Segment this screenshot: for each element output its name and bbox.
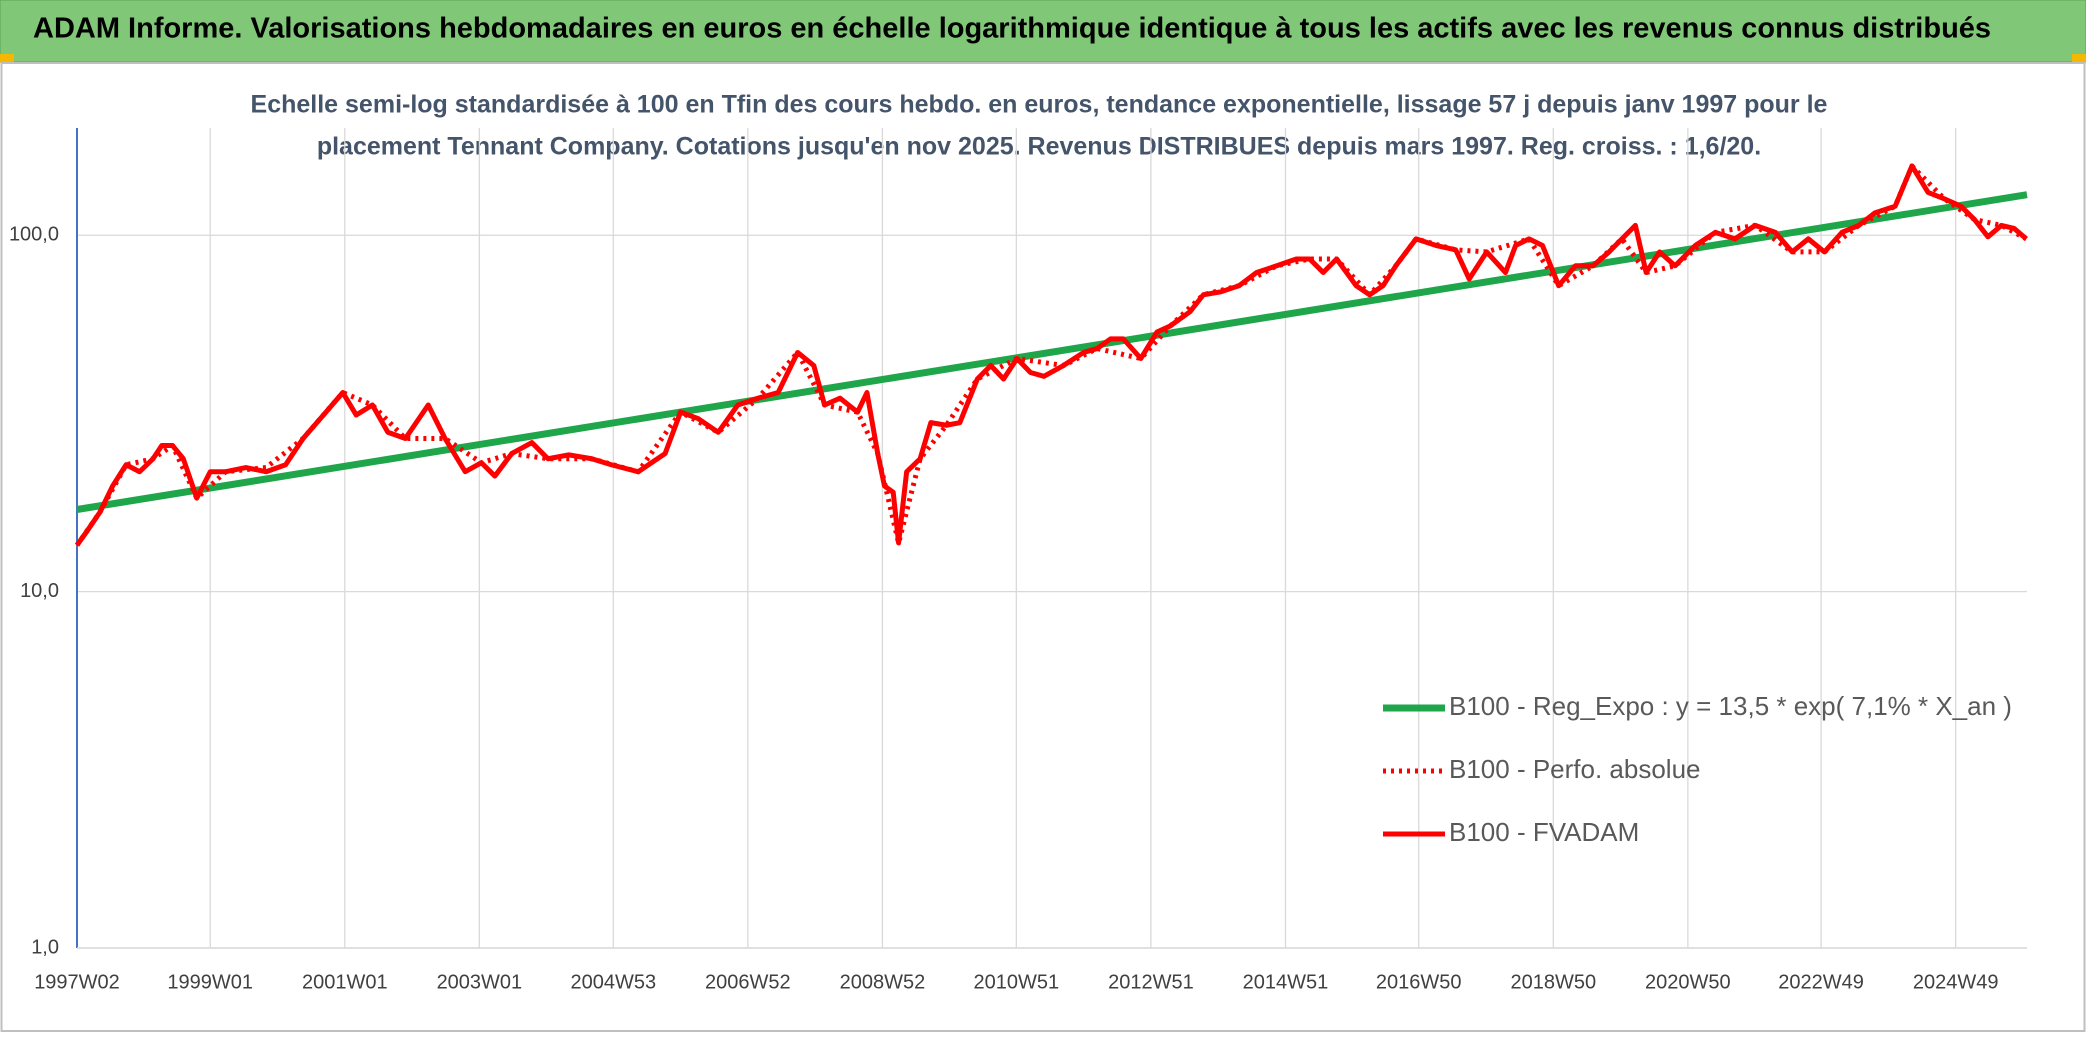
y-tick-label: 10,0 bbox=[20, 580, 59, 602]
legend-label: B100 - FVADAM bbox=[1449, 817, 1639, 847]
x-tick-label: 2003W01 bbox=[437, 971, 523, 993]
corner-mark bbox=[0, 54, 14, 63]
x-tick-label: 2014W51 bbox=[1243, 971, 1329, 993]
x-tick-label: 2006W52 bbox=[705, 971, 791, 993]
x-tick-label: 2022W49 bbox=[1778, 971, 1864, 993]
x-tick-label: 2004W53 bbox=[570, 971, 656, 993]
y-tick-label: 1,0 bbox=[31, 936, 59, 958]
x-tick-label: 2001W01 bbox=[302, 971, 388, 993]
x-tick-label: 2016W50 bbox=[1376, 971, 1462, 993]
x-tick-label: 2018W50 bbox=[1510, 971, 1596, 993]
series-line bbox=[74, 163, 2028, 547]
x-tick-label: 2020W50 bbox=[1645, 971, 1731, 993]
legend-label: B100 - Reg_Expo : y = 13,5 * exp( 7,1% *… bbox=[1449, 691, 2012, 721]
x-tick-label: 1999W01 bbox=[167, 971, 253, 993]
x-tick-label: 2010W51 bbox=[974, 971, 1060, 993]
header-bar bbox=[0, 0, 2086, 63]
frame bbox=[0, 62, 2086, 1032]
x-tick-label: 1997W02 bbox=[34, 971, 120, 993]
series-line bbox=[76, 191, 2028, 513]
legend-label: B100 - Perfo. absolue bbox=[1449, 754, 1701, 784]
corner-mark bbox=[2072, 54, 2086, 63]
chart-title: ADAM Informe. Valorisations hebdomadaire… bbox=[33, 13, 1991, 45]
x-tick-label: 2024W49 bbox=[1913, 971, 1999, 993]
chart-subtitle: placement Tennant Company. Cotations jus… bbox=[317, 133, 1761, 161]
x-tick-label: 2008W52 bbox=[840, 971, 926, 993]
chart-subtitle: Echelle semi-log standardisée à 100 en T… bbox=[251, 91, 1828, 119]
x-tick-label: 2012W51 bbox=[1108, 971, 1194, 993]
y-tick-label: 100,0 bbox=[9, 224, 59, 246]
